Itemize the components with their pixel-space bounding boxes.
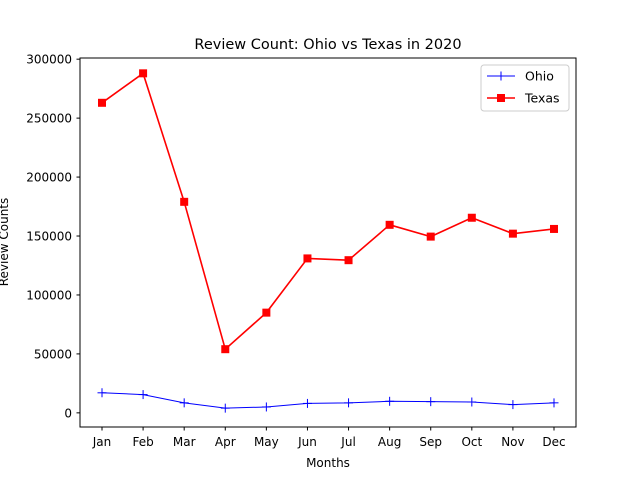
data-point-ohio — [508, 400, 518, 410]
series-line-texas — [101, 72, 555, 351]
y-axis-label: Review Counts — [0, 198, 11, 287]
y-tick-label: 300000 — [26, 53, 72, 67]
data-point-texas — [303, 254, 312, 263]
legend-label-texas: Texas — [524, 91, 560, 106]
y-tick-label: 50000 — [34, 347, 72, 361]
y-tick-label: 200000 — [26, 171, 72, 185]
y-tick-label: 100000 — [26, 288, 72, 302]
data-point-texas — [385, 220, 394, 229]
data-point-texas — [508, 229, 517, 238]
data-point-texas — [221, 345, 230, 354]
y-tick-label: 250000 — [26, 112, 72, 126]
series-texas — [98, 69, 558, 354]
data-point-texas — [262, 308, 271, 317]
x-tick-label: Nov — [501, 435, 524, 449]
series-ohio — [97, 388, 559, 413]
data-point-texas — [344, 256, 353, 265]
data-point-texas — [139, 69, 148, 78]
data-point-texas — [550, 224, 558, 233]
x-tick-label: Jun — [297, 435, 317, 449]
data-point-ohio — [220, 403, 230, 413]
y-tick-label: 0 — [64, 406, 72, 420]
data-point-ohio — [97, 388, 107, 398]
x-tick-label: Aug — [378, 435, 401, 449]
x-tick-label: May — [254, 435, 279, 449]
data-point-ohio — [138, 390, 148, 400]
data-point-ohio — [426, 397, 436, 407]
x-tick-label: Apr — [215, 435, 236, 449]
data-point-texas — [180, 197, 189, 206]
x-axis-label: Months — [306, 456, 350, 470]
data-point-ohio — [179, 398, 189, 408]
x-tick-label: Oct — [461, 435, 482, 449]
x-tick-label: Jul — [340, 435, 355, 449]
data-point-ohio — [302, 398, 312, 408]
x-axis: Jan Feb Mar Apr May Jun Jul Aug Sep Oct Nov Dec — [92, 427, 566, 449]
x-tick-label: Sep — [419, 435, 442, 449]
chart-title: Review Count: Ohio vs Texas in 2020 — [194, 37, 461, 53]
legend: Ohio Texas — [480, 64, 570, 112]
y-axis: 0 50000 100000 150000 200000 250000 300000 — [26, 53, 80, 420]
data-point-ohio — [385, 396, 395, 406]
legend-marker-texas — [497, 94, 505, 102]
legend-marker-ohio — [496, 71, 506, 81]
x-tick-label: Dec — [542, 435, 565, 449]
data-point-texas — [426, 232, 435, 241]
x-tick-label: Jan — [92, 435, 112, 449]
x-tick-label: Feb — [132, 435, 153, 449]
data-point-texas — [98, 98, 106, 107]
x-tick-label: Mar — [173, 435, 196, 449]
series-layer — [97, 69, 559, 413]
series-line-ohio — [101, 392, 555, 409]
data-point-ohio — [344, 398, 354, 408]
y-tick-label: 150000 — [26, 230, 72, 244]
plot-frame — [79, 57, 577, 428]
data-point-ohio — [261, 402, 271, 412]
data-point-ohio — [467, 397, 477, 407]
data-point-texas — [467, 213, 476, 222]
data-point-ohio — [549, 398, 559, 408]
legend-label-ohio: Ohio — [525, 69, 554, 84]
